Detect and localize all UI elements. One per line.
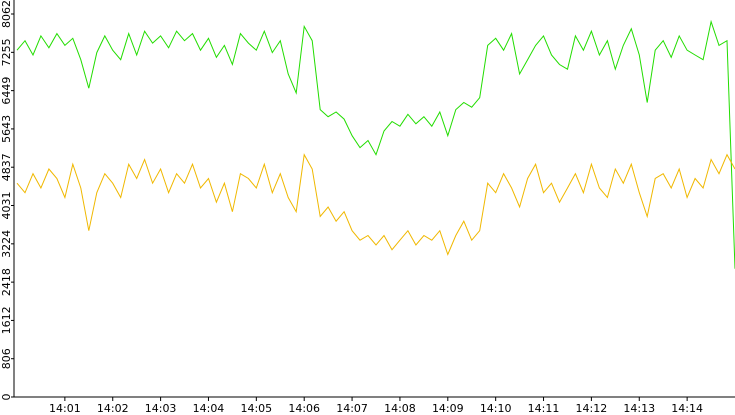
y-tick-label: 3224 — [0, 230, 13, 258]
x-tick-label: 14:01 — [49, 402, 81, 415]
y-tick-label: 2418 — [0, 268, 13, 296]
x-tick-label: 14:05 — [240, 402, 272, 415]
y-tick-label: 1612 — [0, 306, 13, 334]
series-line — [16, 19, 735, 269]
y-tick-label: 7255 — [0, 38, 13, 66]
x-tick-label: 14:08 — [384, 402, 416, 415]
y-tick-label: 4837 — [0, 153, 13, 181]
series-line — [16, 153, 735, 256]
y-tick-label: 0 — [0, 394, 13, 401]
y-tick-label: 6449 — [0, 77, 13, 105]
x-tick-label: 14:11 — [528, 402, 560, 415]
y-tick-label: 5643 — [0, 115, 13, 143]
x-tick-label: 14:10 — [480, 402, 512, 415]
x-tick-label: 14:14 — [671, 402, 703, 415]
x-tick-label: 14:04 — [193, 402, 225, 415]
x-tick-label: 14:07 — [336, 402, 368, 415]
x-tick-label: 14:12 — [576, 402, 608, 415]
y-tick-label: 8062 — [0, 0, 13, 28]
x-tick-label: 14:13 — [623, 402, 655, 415]
y-tick-label: 806 — [0, 348, 13, 369]
x-tick-label: 14:09 — [432, 402, 464, 415]
x-tick-label: 14:06 — [288, 402, 320, 415]
y-tick-label: 4031 — [0, 192, 13, 220]
x-tick-label: 14:02 — [97, 402, 129, 415]
x-tick-label: 14:03 — [145, 402, 177, 415]
